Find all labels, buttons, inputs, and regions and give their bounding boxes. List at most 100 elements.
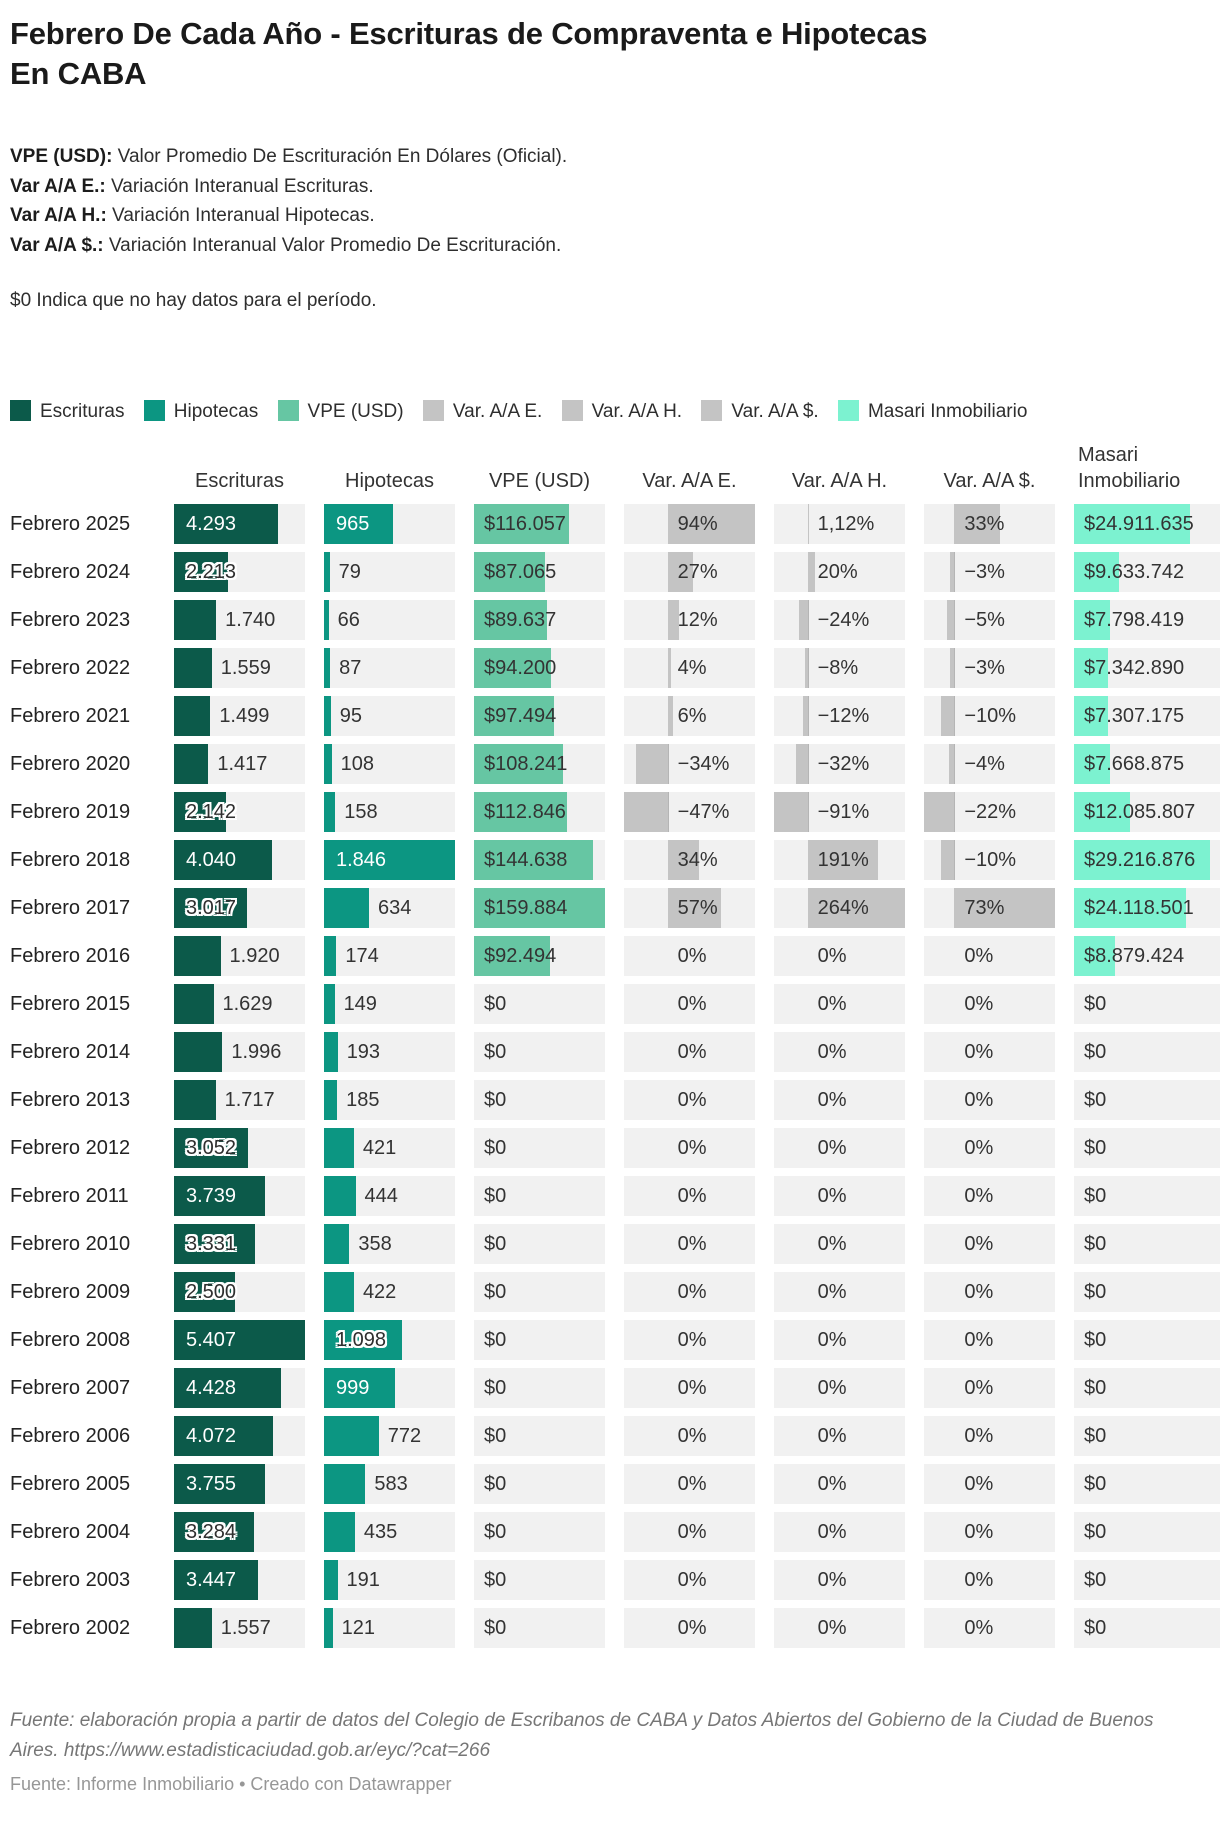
var-s-value: −3%	[964, 561, 1005, 583]
escrituras-value: 3.331	[186, 1233, 237, 1255]
chart-legend: Escrituras Hipotecas VPE (USD) Var. A/A …	[10, 392, 1200, 432]
var-s-bar	[948, 744, 955, 784]
var-s-value: 0%	[964, 1377, 994, 1399]
table-row: Febrero 2011 3.739 444 $0 0% 0% 0% $0	[10, 1176, 1220, 1216]
masari-value: $0	[1084, 1041, 1107, 1063]
legend-item: Var. A/A H.	[561, 400, 682, 422]
var-s-cell: 33%	[924, 504, 1055, 544]
table-row: Febrero 2016 1.920 174 $92.494 0% 0% 0% $8.879.…	[10, 936, 1220, 976]
var-e-zero-axis	[667, 792, 669, 832]
hipotecas-bar	[324, 1560, 338, 1600]
vpe-cell: $0	[474, 984, 605, 1024]
masari-value: $7.342.890	[1084, 657, 1185, 679]
var-e-bar	[667, 696, 674, 736]
masari-cell: $0	[1074, 1128, 1220, 1168]
hipotecas-value: 444	[364, 1185, 398, 1207]
escrituras-value: 1.717	[224, 1089, 275, 1111]
hipotecas-value: 66	[337, 609, 360, 631]
masari-value: $0	[1084, 1425, 1107, 1447]
escrituras-cell: 3.739	[174, 1176, 305, 1216]
hipotecas-bar	[324, 552, 330, 592]
masari-cell: $0	[1074, 1272, 1220, 1312]
hipotecas-cell: 66	[324, 600, 455, 640]
var-h-zero-axis	[807, 792, 809, 832]
escrituras-cell: 5.407	[174, 1320, 305, 1360]
escrituras-cell: 3.755	[174, 1464, 305, 1504]
var-e-value: 4%	[677, 657, 707, 679]
hipotecas-cell: 358	[324, 1224, 455, 1264]
table-row: Febrero 2009 2.500 422 $0 0% 0% 0% $0	[10, 1272, 1220, 1312]
hipotecas-cell: 634	[324, 888, 455, 928]
hipotecas-cell: 121	[324, 1608, 455, 1648]
vpe-bar	[474, 840, 593, 880]
var-s-zero-axis	[954, 696, 956, 736]
vpe-value: $0	[484, 1617, 507, 1639]
escrituras-cell: 1.557	[174, 1608, 305, 1648]
vpe-value: $0	[484, 1521, 507, 1543]
escrituras-cell: 1.629	[174, 984, 305, 1024]
row-label: Febrero 2011	[10, 1185, 129, 1207]
legend-item: Escrituras	[10, 400, 124, 422]
escrituras-bar	[174, 1128, 248, 1168]
hipotecas-bar	[324, 1320, 402, 1360]
escrituras-cell: 2.142	[174, 792, 305, 832]
table-row: Febrero 2023 1.740 66 $89.637 12% −24% −5% $7.7…	[10, 600, 1220, 640]
masari-cell: $0	[1074, 1368, 1220, 1408]
hipotecas-value: 965	[336, 513, 370, 535]
hipotecas-value: 108	[340, 753, 375, 775]
escrituras-value: 3.739	[186, 1185, 237, 1207]
definition-var-s-text: Variación Interanual Valor Promedio De E…	[103, 234, 562, 256]
var-h-bar	[807, 888, 905, 928]
var-e-cell: 0%	[624, 1080, 755, 1120]
vpe-cell: $0	[474, 1608, 605, 1648]
hipotecas-value: 149	[343, 993, 377, 1015]
vpe-value: $0	[484, 1089, 507, 1111]
masari-value: $24.118.501	[1084, 897, 1194, 919]
var-e-cell: 0%	[624, 1368, 755, 1408]
table-row: Febrero 2022 1.559 87 $94.200 4% −8% −3% $7.342…	[10, 648, 1220, 688]
var-s-cell: −10%	[924, 696, 1055, 736]
var-h-cell: 20%	[774, 552, 905, 592]
row-label: Febrero 2019	[10, 801, 131, 823]
definition-var-s-term: Var A/A $.:	[10, 234, 104, 256]
escrituras-cell: 3.447	[174, 1560, 305, 1600]
escrituras-value: 1.740	[225, 609, 276, 631]
var-h-value: −91%	[817, 801, 870, 823]
var-h-value: −8%	[817, 657, 859, 679]
table-row: Febrero 2015 1.629 149 $0 0% 0% 0% $0	[10, 984, 1220, 1024]
hipotecas-bar	[324, 1416, 379, 1456]
var-h-zero-axis	[807, 648, 809, 688]
var-e-bar	[667, 504, 755, 544]
hipotecas-cell: 108	[324, 744, 455, 784]
vpe-value: $87.065	[484, 561, 557, 583]
vpe-bar	[474, 696, 554, 736]
definition-var-h-text: Variación Interanual Hipotecas.	[106, 205, 375, 226]
var-e-cell: 0%	[624, 1224, 755, 1264]
escrituras-bar	[174, 1272, 235, 1312]
vpe-bar	[474, 792, 567, 832]
var-h-value: 0%	[817, 1425, 847, 1447]
var-e-cell: 0%	[624, 1320, 755, 1360]
masari-value: $0	[1084, 1569, 1107, 1591]
vpe-cell: $0	[474, 1176, 605, 1216]
escrituras-cell: 4.428	[174, 1368, 305, 1408]
row-label: Febrero 2020	[10, 753, 131, 775]
masari-bar	[1074, 888, 1187, 928]
row-label: Febrero 2007	[10, 1377, 131, 1399]
vpe-cell: $159.884	[474, 888, 605, 928]
hipotecas-bar	[324, 792, 336, 832]
table-row: Febrero 2013 1.717 185 $0 0% 0% 0% $0	[10, 1080, 1220, 1120]
row-label: Febrero 2017	[10, 897, 131, 919]
var-h-zero-axis	[807, 600, 809, 640]
row-label: Febrero 2015	[10, 993, 131, 1015]
table-row: Febrero 2005 3.755 583 $0 0% 0% 0% $0	[10, 1464, 1220, 1504]
var-s-cell: 0%	[924, 1224, 1055, 1264]
masari-bar	[1074, 696, 1108, 736]
var-e-cell: 6%	[624, 696, 755, 736]
column-header-var-s: Var. A/A $.	[943, 470, 1036, 492]
var-e-value: 0%	[677, 1425, 707, 1447]
escrituras-bar	[174, 1032, 223, 1072]
masari-value: $0	[1084, 1137, 1107, 1159]
var-s-bar	[950, 648, 955, 688]
masari-value: $24.911.635	[1084, 513, 1194, 535]
